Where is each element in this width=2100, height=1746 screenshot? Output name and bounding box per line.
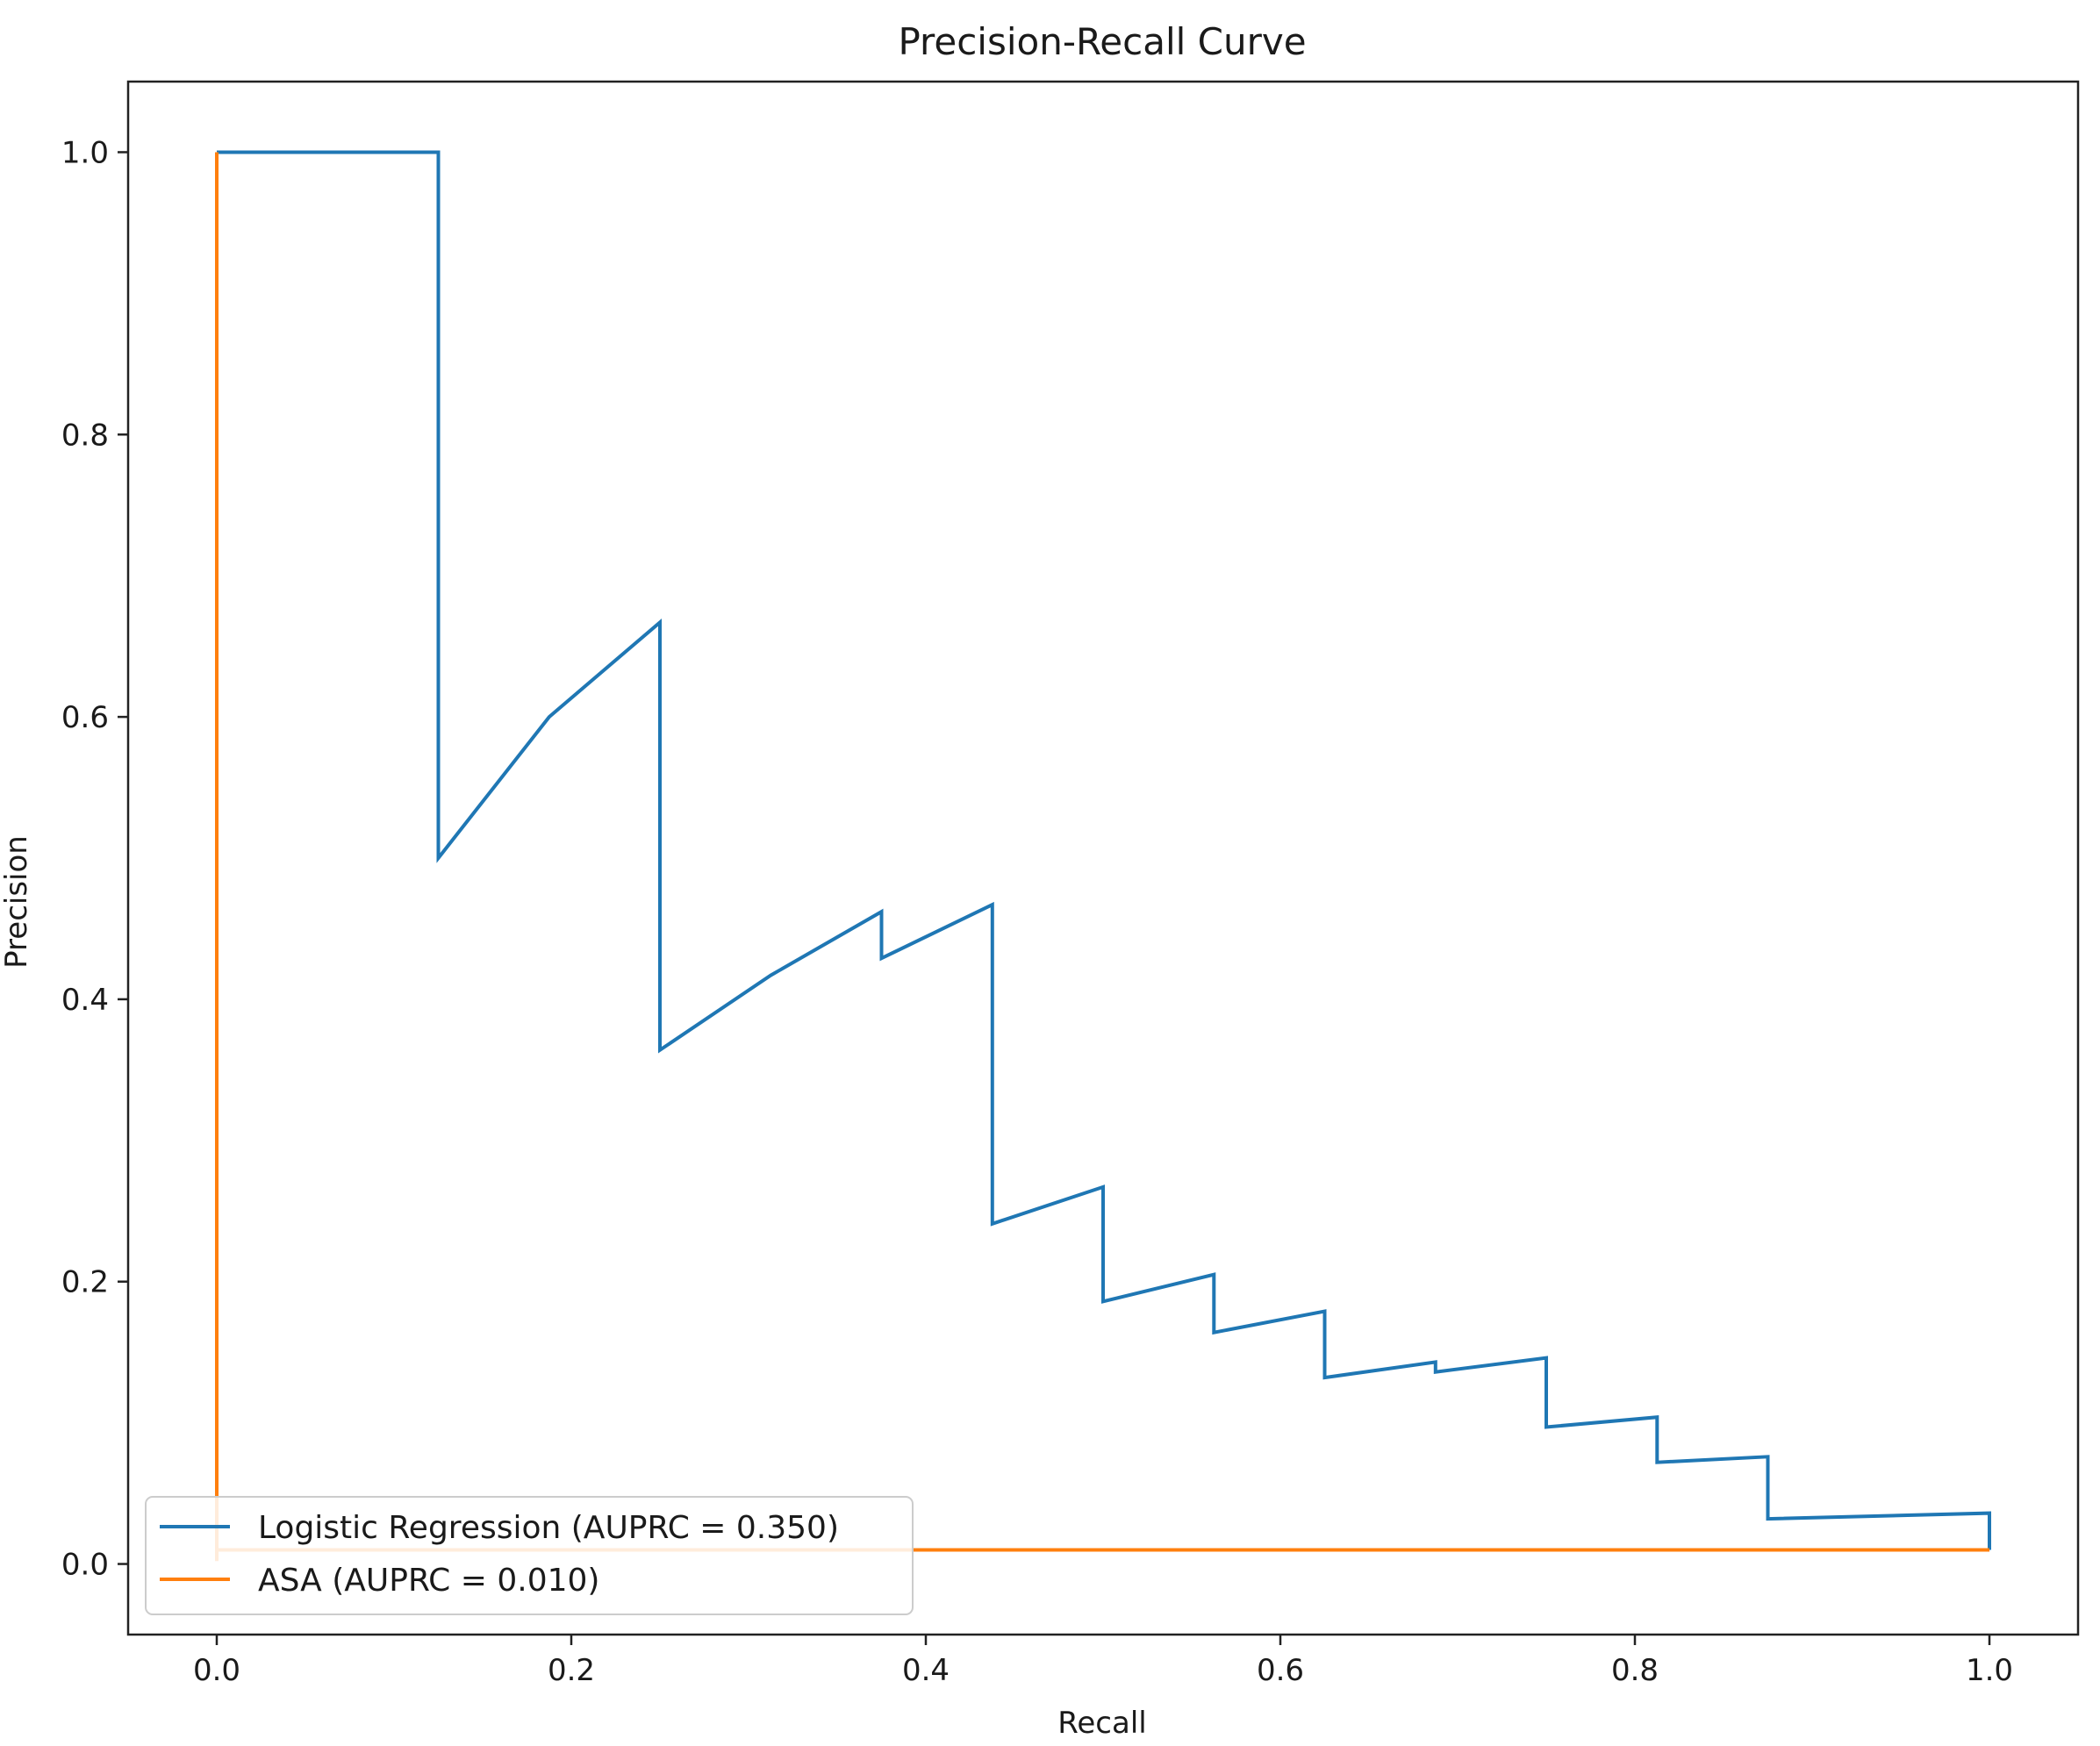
- y-tick-label: 0.4: [61, 983, 109, 1018]
- y-axis-label: Precision: [0, 835, 34, 969]
- y-tick-label: 0.0: [61, 1548, 109, 1583]
- y-tick-label: 1.0: [61, 135, 109, 170]
- legend: Logistic Regression (AUPRC = 0.350) ASA …: [145, 1496, 914, 1615]
- x-tick-label: 0.0: [193, 1653, 240, 1688]
- x-tick-label: 0.6: [1257, 1653, 1304, 1688]
- x-axis-label: Recall: [1057, 1706, 1146, 1741]
- x-axis-ticks: 0.0 0.2 0.4 0.6 0.8 1.0: [193, 1635, 2013, 1688]
- y-tick-label: 0.2: [61, 1265, 109, 1300]
- x-tick-label: 0.8: [1611, 1653, 1659, 1688]
- y-tick-label: 0.8: [61, 418, 109, 453]
- legend-label-asa: ASA (AUPRC = 0.010): [258, 1563, 599, 1599]
- legend-box: [145, 1496, 914, 1615]
- series-line-0: [217, 150, 1991, 1550]
- chart-title: Precision-Recall Curve: [898, 20, 1306, 63]
- x-tick-label: 0.2: [548, 1653, 595, 1688]
- y-tick-label: 0.6: [61, 700, 109, 735]
- legend-label-logistic-regression: Logistic Regression (AUPRC = 0.350): [258, 1510, 839, 1546]
- x-tick-label: 1.0: [1966, 1653, 2013, 1688]
- plot-frame: [126, 80, 2080, 1636]
- plot-area: 0.0 0.2 0.4 0.6 0.8 1.0 0.0 0.2 0.4 0.6 0.8 1.0: [61, 80, 2080, 1688]
- x-tick-label: 0.4: [902, 1653, 950, 1688]
- y-axis-ticks: 0.0 0.2 0.4 0.6 0.8 1.0: [61, 135, 128, 1583]
